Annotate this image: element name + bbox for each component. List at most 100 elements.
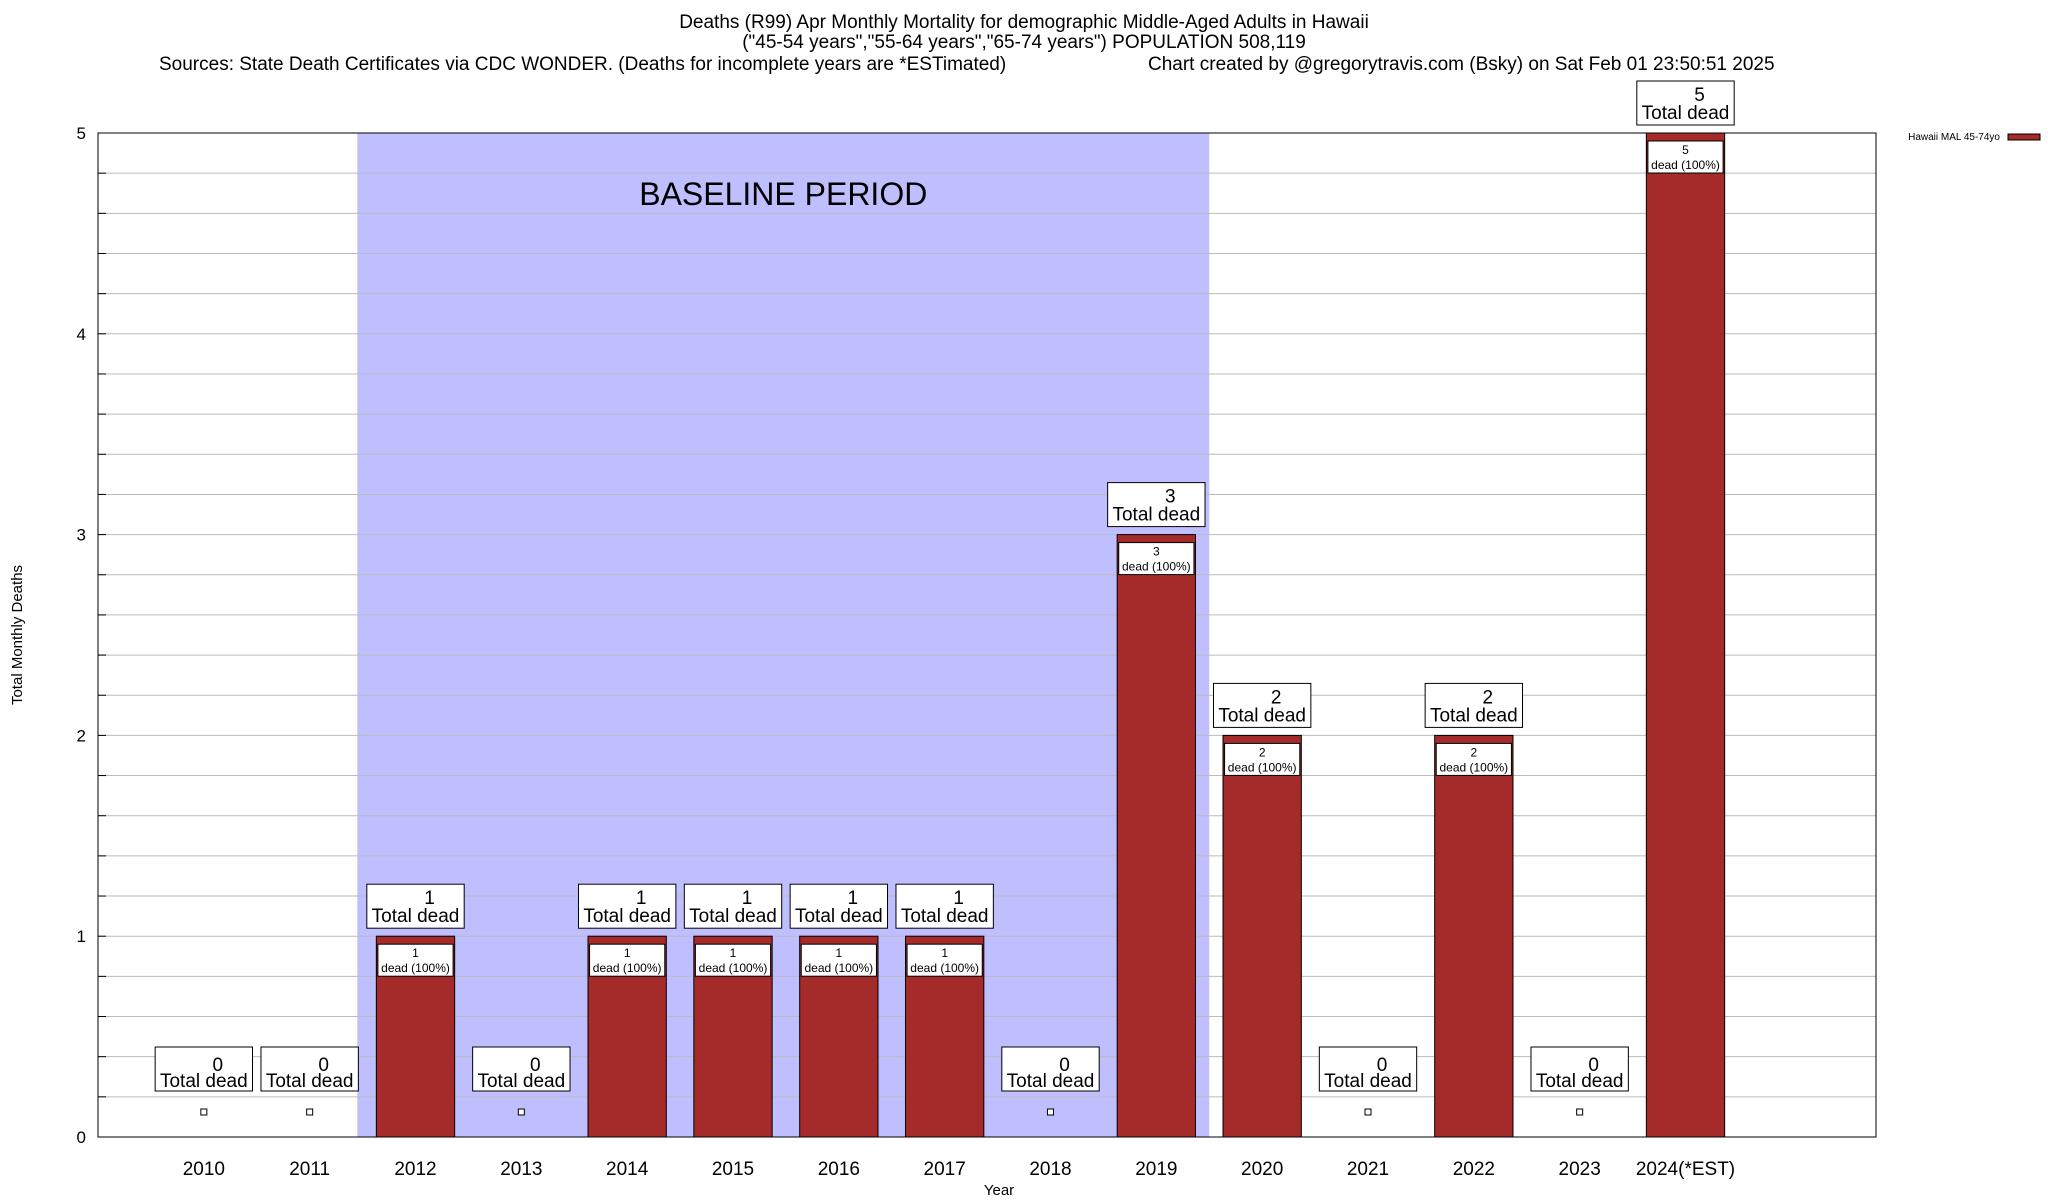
zero-marker — [1576, 1108, 1584, 1116]
total-label-box — [789, 883, 889, 929]
total-label-box — [366, 883, 465, 929]
x-tick-label: 2012 — [394, 1159, 436, 1180]
y-tick-label: 1 — [77, 927, 86, 946]
bar-inner-label-box — [1647, 140, 1724, 174]
chart-title-line2: ("45-54 years","55-64 years","65-74 year… — [742, 32, 1306, 53]
total-label: Total dead — [1536, 1071, 1624, 1092]
total-count: 0 — [1588, 1055, 1599, 1076]
bar-group — [577, 883, 677, 1138]
bar-inner-label-box — [1435, 742, 1512, 776]
total-label: Total dead — [160, 1071, 248, 1092]
bar-inner-label-box — [377, 943, 454, 977]
bar-group — [260, 1046, 359, 1116]
total-count: 0 — [1377, 1055, 1388, 1076]
y-tick-label: 3 — [77, 526, 86, 545]
bar — [1116, 534, 1196, 1138]
bar-group — [1001, 1046, 1100, 1116]
total-count: 1 — [848, 888, 859, 909]
bar-inner-label: dead (100%) — [1122, 560, 1191, 574]
baseline-label: BASELINE PERIOD — [639, 176, 927, 212]
chart-title-line1: Deaths (R99) Apr Monthly Mortality for d… — [679, 12, 1369, 33]
total-count: 2 — [1271, 687, 1282, 708]
bar-inner-label: dead (100%) — [910, 961, 979, 975]
total-label-box — [683, 883, 783, 929]
bar-inner-count: 1 — [412, 946, 419, 960]
bar-group — [1424, 682, 1524, 1138]
bar-group — [1636, 80, 1735, 1138]
total-label: Total dead — [1430, 705, 1518, 726]
bar-group — [895, 883, 994, 1138]
bar-group — [683, 883, 783, 1138]
bar-inner-label: dead (100%) — [593, 961, 662, 975]
bar-group — [1530, 1046, 1629, 1116]
y-tick-label: 0 — [77, 1128, 86, 1147]
bar-inner-count: 1 — [624, 946, 631, 960]
total-count: 0 — [318, 1055, 329, 1076]
x-tick-label: 2019 — [1135, 1159, 1177, 1180]
total-label: Total dead — [1007, 1071, 1095, 1092]
total-count: 5 — [1694, 85, 1705, 106]
x-tick-label: 2023 — [1559, 1159, 1601, 1180]
y-tick-label: 5 — [77, 124, 86, 143]
total-label-box — [1318, 1046, 1418, 1092]
zero-marker — [306, 1108, 314, 1116]
x-tick-label: 2010 — [183, 1159, 225, 1180]
total-label-box — [895, 883, 994, 929]
bar-inner-label: dead (100%) — [699, 961, 768, 975]
total-label: Total dead — [901, 906, 989, 927]
legend — [2007, 133, 2041, 141]
total-label: Total dead — [583, 906, 671, 927]
total-label-box — [577, 883, 677, 929]
bar — [1222, 734, 1302, 1138]
x-tick-label: 2013 — [500, 1159, 542, 1180]
bar-inner-label: dead (100%) — [1228, 760, 1297, 774]
x-tick-label: 2022 — [1453, 1159, 1495, 1180]
total-count: 1 — [742, 888, 753, 909]
total-count: 3 — [1165, 487, 1176, 508]
bar-inner-label: dead (100%) — [1651, 158, 1720, 172]
total-label-box — [1107, 482, 1206, 528]
chart-sources: Sources: State Death Certificates via CD… — [159, 54, 1007, 75]
total-label: Total dead — [266, 1071, 354, 1092]
bar-group — [1318, 1046, 1418, 1116]
total-label-box — [1424, 682, 1524, 728]
y-axis-label: Total Monthly Deaths — [9, 565, 26, 705]
x-tick-label: 2011 — [289, 1159, 330, 1180]
total-label: Total dead — [372, 906, 460, 927]
total-label-box — [1530, 1046, 1629, 1092]
total-label-box — [260, 1046, 359, 1092]
total-count: 1 — [636, 888, 647, 909]
baseline-region — [357, 133, 1210, 1137]
total-label: Total dead — [689, 906, 777, 927]
legend-swatch — [2007, 133, 2041, 141]
bar-inner-label-box — [1224, 742, 1301, 776]
total-label: Total dead — [1218, 705, 1306, 726]
total-label-box — [1001, 1046, 1100, 1092]
zero-marker — [517, 1108, 525, 1116]
bar-inner-label-box — [694, 943, 772, 977]
bar-inner-count: 3 — [1153, 545, 1160, 559]
total-label-box — [154, 1046, 254, 1092]
x-tick-label: 2020 — [1241, 1159, 1283, 1180]
total-label-box — [472, 1046, 571, 1092]
x-tick-label: 2021 — [1347, 1159, 1389, 1180]
bar-group — [366, 883, 465, 1138]
bar — [1434, 734, 1514, 1138]
bar-inner-label-box — [906, 943, 983, 977]
zero-marker — [1047, 1108, 1054, 1116]
total-label: Total dead — [1324, 1071, 1412, 1092]
bar-group — [472, 1046, 571, 1116]
total-count: 0 — [530, 1055, 541, 1076]
total-count: 1 — [424, 888, 435, 909]
chart-credit: Chart created by @gregorytravis.com (Bsk… — [1148, 54, 1775, 75]
x-tick-label: 2024(*EST) — [1636, 1159, 1735, 1180]
bar-group — [789, 883, 889, 1138]
bar-inner-count: 1 — [730, 946, 737, 960]
total-count: 0 — [1059, 1055, 1070, 1076]
bar-inner-label-box — [1118, 542, 1195, 576]
bar-inner-count: 1 — [941, 946, 948, 960]
bar-inner-count: 1 — [835, 946, 842, 960]
total-label-box — [1212, 682, 1312, 728]
x-tick-label: 2017 — [924, 1159, 966, 1180]
